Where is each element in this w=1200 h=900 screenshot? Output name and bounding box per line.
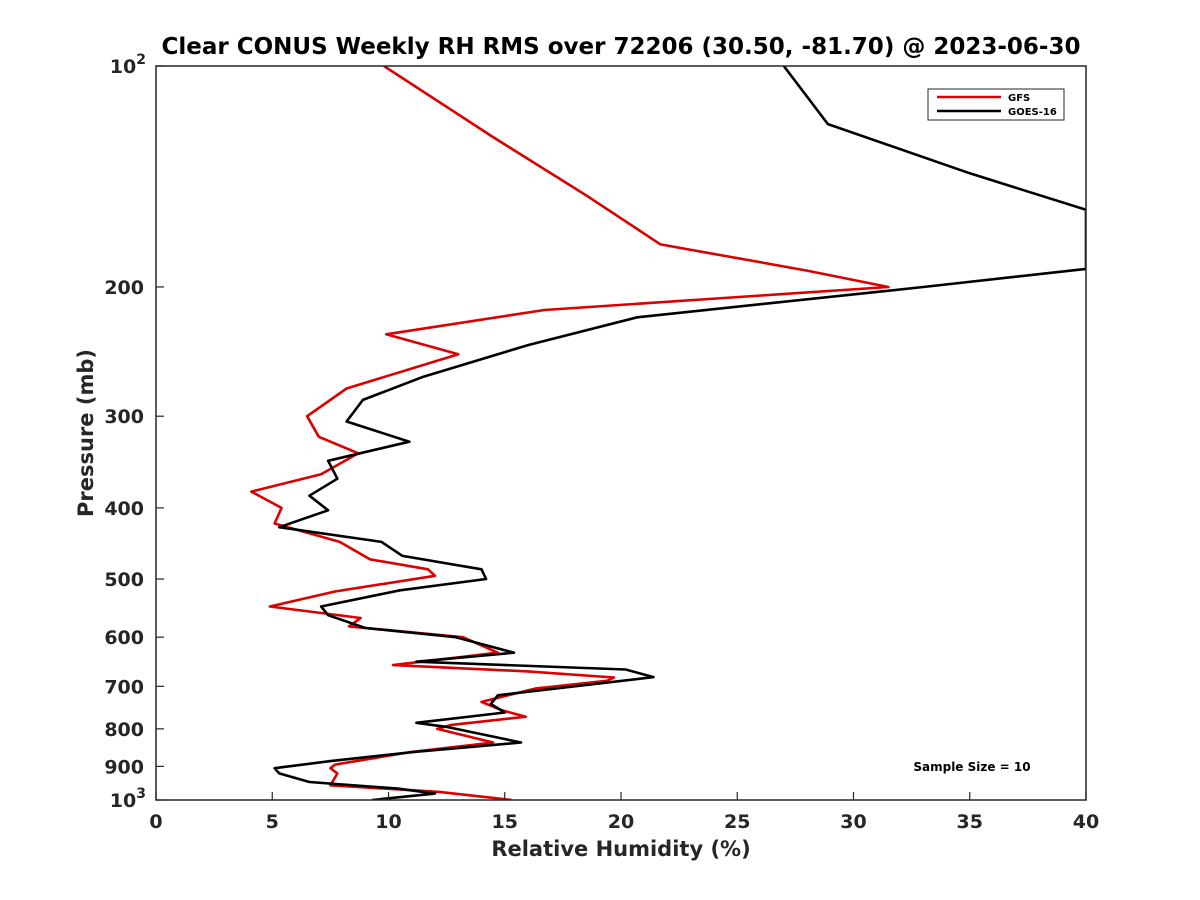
x-tick-label: 40 (1073, 811, 1099, 833)
y-tick-label: 200 (104, 277, 144, 299)
x-tick-label: 5 (266, 811, 279, 833)
x-tick-label: 10 (375, 811, 401, 833)
chart-title: Clear CONUS Weekly RH RMS over 72206 (30… (162, 34, 1081, 60)
y-tick-label: 300 (104, 406, 144, 428)
legend: GFS GOES-16 (927, 88, 1065, 121)
y-tick-label: 500 (104, 569, 144, 591)
x-tick-label: 30 (840, 811, 866, 833)
x-tick-label: 25 (724, 811, 750, 833)
y-axis-label: Pressure (mb) (74, 349, 98, 517)
y-tick-label: 800 (104, 719, 144, 741)
legend-entry-label: GOES-16 (1008, 107, 1057, 118)
series-layer (250, 66, 1086, 800)
x-tick-label: 35 (957, 811, 983, 833)
legend-entries: GFS GOES-16 (937, 93, 1057, 118)
x-tick-label: 20 (608, 811, 634, 833)
series-line-goes-16 (273, 66, 1086, 800)
y-tick-label: 103 (110, 786, 146, 812)
y-tick-label: 400 (104, 498, 144, 520)
y-tick-label: 700 (104, 676, 144, 698)
x-axis-label: Relative Humidity (%) (491, 837, 750, 861)
series-line-gfs (250, 66, 890, 800)
y-axis-ticks: 102 200 300 400 500 600 700 800 900 103 (104, 52, 164, 812)
x-tick-label: 0 (149, 811, 162, 833)
x-tick-label: 15 (492, 811, 518, 833)
y-tick-label: 900 (104, 756, 144, 778)
legend-box (927, 88, 1065, 121)
y-tick-label: 102 (110, 52, 146, 78)
legend-entry-label: GFS (1008, 93, 1030, 104)
sample-size-annotation: Sample Size = 10 (913, 760, 1030, 774)
y-tick-label: 600 (104, 627, 144, 649)
x-axis-ticks: 0 5 10 15 20 25 30 35 40 (149, 792, 1099, 833)
